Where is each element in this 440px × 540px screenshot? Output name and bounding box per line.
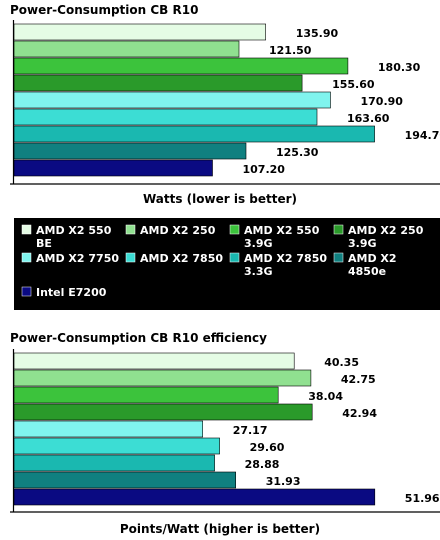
chart2-value-label-5: 29.60 [250, 441, 285, 454]
legend-label-1: AMD X2 250 [140, 224, 216, 237]
chart1-bar-1 [13, 40, 240, 58]
chart2-bar-0 [13, 352, 295, 370]
chart2-bars: 40.35 42.75 38.04 42.94 27.17 29.60 28.88 31.93… [10, 349, 440, 513]
chart2-bar-4 [13, 420, 203, 438]
chart1-value-label-5: 163.60 [347, 112, 390, 125]
chart1-bar-6 [13, 125, 375, 143]
chart1-bar-2 [13, 57, 349, 75]
legend-swatch-6 [229, 252, 240, 263]
chart1-value-label-1: 121.50 [269, 44, 312, 57]
chart1-value-label-2: 180.30 [378, 61, 421, 74]
chart1-value-label-3: 155.60 [332, 78, 375, 91]
legend-background [14, 218, 440, 310]
chart2-bar-8 [13, 488, 376, 506]
chart2-value-label-7: 31.93 [266, 475, 301, 488]
legend-label-line2-6: 3.3G [244, 265, 273, 278]
chart1-xlabel: Watts (lower is better) [143, 192, 297, 206]
legend-label-line2-0: BE [36, 237, 52, 250]
chart2-bar-5 [13, 437, 220, 455]
chart2-value-label-0: 40.35 [324, 356, 359, 369]
legend-label-5: AMD X2 7850 [140, 252, 223, 265]
chart1-value-label-7: 125.30 [276, 146, 319, 159]
chart1-title: Power-Consumption CB R10 [10, 3, 198, 17]
chart1-bar-3 [13, 74, 303, 92]
chart2-value-label-8: 51.96 [405, 492, 440, 505]
legend-swatch-2 [229, 224, 240, 235]
chart1-bar-0 [13, 23, 266, 41]
chart2-bar-7 [13, 471, 236, 489]
legend-swatch-1 [125, 224, 136, 235]
legend-swatch-0 [21, 224, 32, 235]
chart1-value-label-4: 170.90 [361, 95, 404, 108]
chart1-value-label-6: 194.70 [405, 129, 440, 142]
legend-swatch-3 [333, 224, 344, 235]
legend-label-4: AMD X2 7750 [36, 252, 119, 265]
legend-label-line2-3: 3.9G [348, 237, 377, 250]
legend-label-8: Intel E7200 [36, 286, 107, 299]
chart2-value-label-4: 27.17 [233, 424, 268, 437]
legend-swatch-4 [21, 252, 32, 263]
chart1-bar-7 [13, 142, 247, 160]
chart2-xlabel: Points/Watt (higher is better) [120, 522, 320, 536]
chart2-value-label-1: 42.75 [341, 373, 376, 386]
legend-swatch-5 [125, 252, 136, 263]
chart1-value-label-8: 107.20 [243, 163, 286, 176]
chart2-value-label-6: 28.88 [245, 458, 280, 471]
chart1-value-label-0: 135.90 [296, 27, 339, 40]
chart2-value-label-2: 38.04 [308, 390, 343, 403]
legend-label-2: AMD X2 550 [244, 224, 320, 237]
chart2-bar-3 [13, 403, 313, 421]
chart1-bar-5 [13, 108, 318, 126]
chart1-bar-4 [13, 91, 331, 109]
legend-label-0: AMD X2 550 [36, 224, 112, 237]
legend-label-7: AMD X2 [348, 252, 397, 265]
legend-label-3: AMD X2 250 [348, 224, 424, 237]
legend-label-6: AMD X2 7850 [244, 252, 327, 265]
legend-label-line2-7: 4850e [348, 265, 386, 278]
legend-swatch-7 [333, 252, 344, 263]
chart2-bar-6 [13, 454, 215, 472]
legend-label-line2-2: 3.9G [244, 237, 273, 250]
chart1-bar-8 [13, 159, 213, 177]
chart2-value-label-3: 42.94 [342, 407, 377, 420]
chart2-bar-1 [13, 369, 312, 387]
legend-swatch-8 [21, 286, 32, 297]
chart2-bar-2 [13, 386, 279, 404]
chart2-title: Power-Consumption CB R10 efficiency [10, 331, 267, 345]
